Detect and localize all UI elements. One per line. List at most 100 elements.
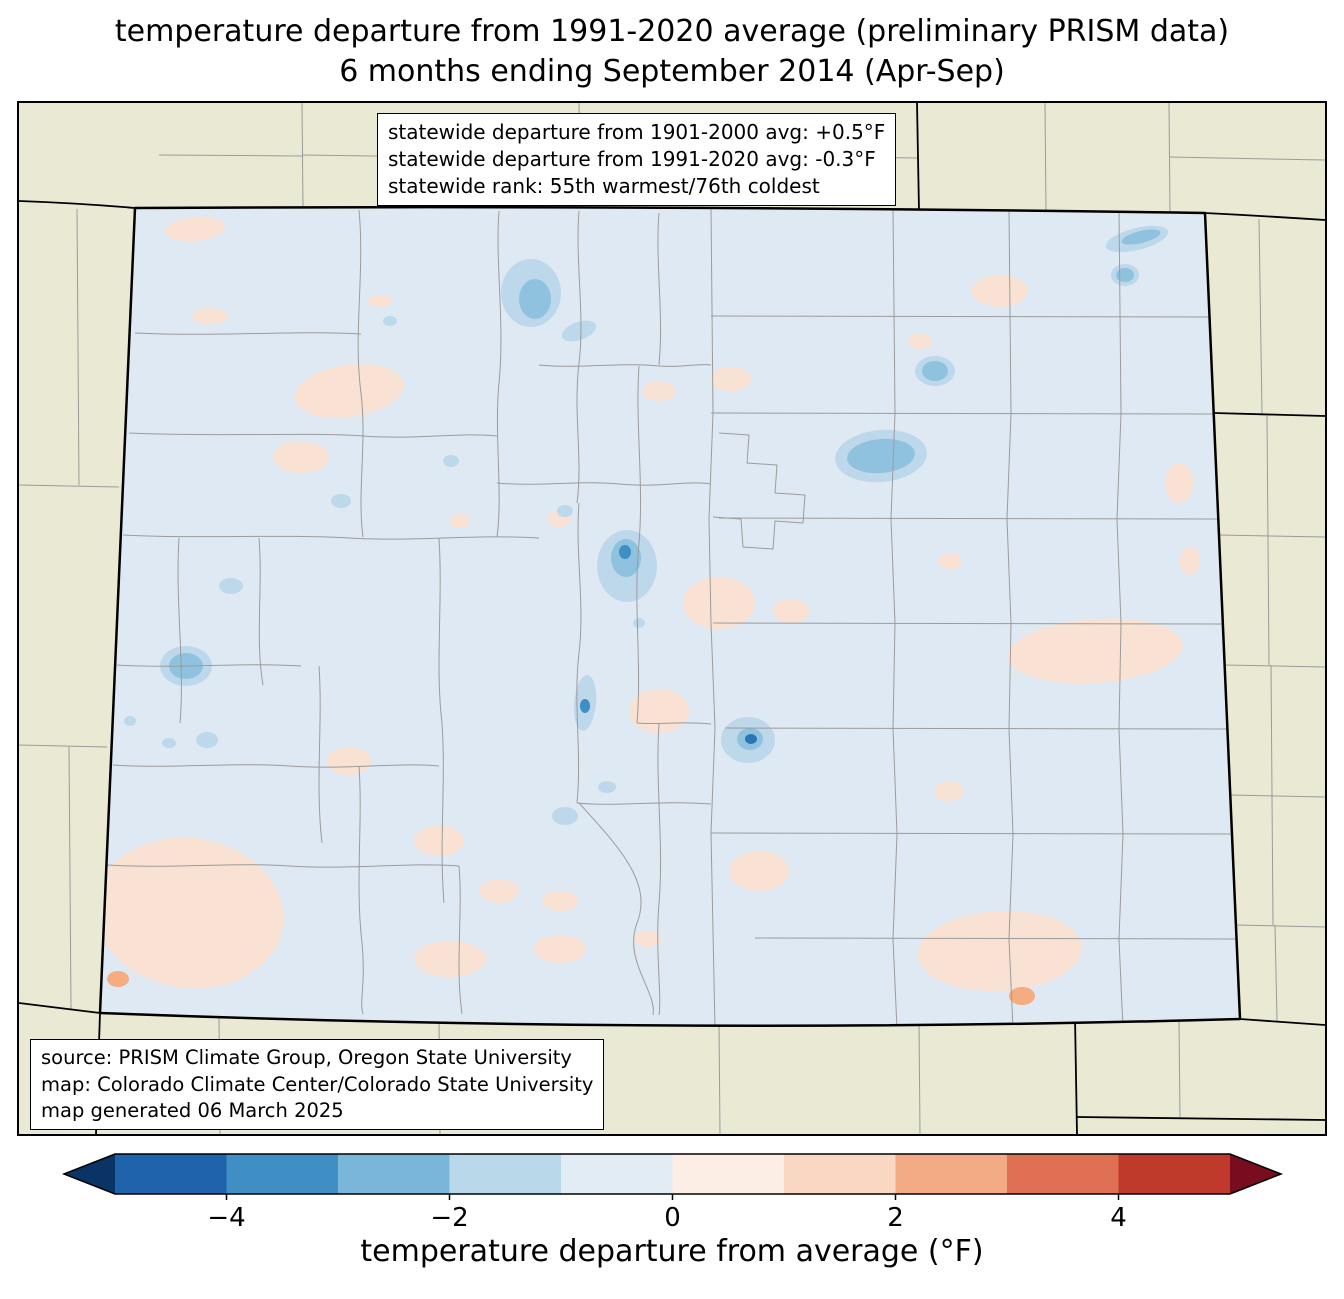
boundary-line (301, 103, 304, 210)
boundary-line (1178, 1021, 1181, 1118)
anomaly-patch (218, 911, 282, 952)
anomaly-patch (773, 599, 809, 624)
colorbar-right-arrow (1230, 1154, 1281, 1195)
boundary-line (1213, 412, 1325, 418)
boundary-line (1204, 212, 1325, 222)
colorbar-segment (338, 1154, 451, 1195)
anomaly-patch (196, 732, 218, 749)
anomaly-patch (847, 438, 915, 474)
colorado-border (98, 206, 1242, 1028)
anomaly-patch (745, 734, 757, 745)
colorbar-svg: −4 −2 0 2 4 (61, 1153, 1284, 1232)
anomaly-patch (450, 514, 470, 529)
boundary-line (1258, 219, 1263, 414)
anomaly-patch (165, 216, 225, 242)
colorbar-segment (1118, 1154, 1230, 1195)
anomaly-patch (1121, 229, 1161, 245)
boundary-line (177, 538, 182, 724)
boundary-line (19, 200, 136, 210)
boundary-line (1270, 665, 1274, 926)
anomaly-patch (683, 577, 755, 630)
boundary-line (1044, 103, 1047, 213)
boundary-line (1076, 1116, 1325, 1122)
anomaly-patch (273, 441, 329, 474)
stats-line-1: statewide departure from 1901-2000 avg: … (388, 120, 886, 145)
anomaly-patch (294, 364, 404, 419)
colorbar-axis-label: temperature departure from average (°F) (360, 1234, 984, 1270)
anomaly-patch (552, 807, 578, 826)
colorbar-tick-label: 4 (1110, 1203, 1127, 1232)
anomaly-patch (1180, 547, 1200, 576)
boundary-line (1074, 1017, 1078, 1135)
boundary-line (636, 366, 642, 724)
neighbor-states (19, 103, 1325, 1135)
map-svg (19, 103, 1325, 1135)
boundary-line (19, 744, 108, 748)
boundary-line (890, 208, 898, 1026)
boundary-line (458, 866, 463, 1015)
boundary-line (918, 1021, 921, 1135)
boundary-line (1266, 416, 1270, 666)
anomaly-patch (598, 781, 616, 794)
anomaly-patch (542, 891, 578, 912)
boundary-line (258, 538, 264, 686)
boundary-line (754, 937, 1237, 940)
anomaly-patch (414, 826, 464, 857)
anomaly-patch (972, 275, 1028, 308)
anomaly-patch (643, 381, 675, 402)
anomaly-patch (561, 320, 597, 342)
anomaly-patches (100, 216, 1200, 1006)
boundary-line (916, 103, 920, 212)
boundary-line (158, 154, 303, 157)
colorbar-segment (226, 1154, 339, 1195)
boundary-line (718, 517, 1219, 520)
boundary-line (1168, 156, 1325, 161)
anomaly-patch (908, 333, 932, 350)
colorbar: −4 −2 0 2 4 (0, 1148, 1344, 1232)
anomaly-patch (1116, 268, 1134, 283)
map-frame: statewide departure from 1901-2000 avg: … (17, 101, 1327, 1137)
source-line-2: map: Colorado Climate Center/Colorado St… (41, 1072, 594, 1096)
colorbar-tick-label: 2 (887, 1203, 904, 1232)
anomaly-patch (557, 505, 573, 518)
anomaly-patch (1007, 618, 1183, 684)
boundary-line (1223, 664, 1325, 668)
colorbar-outline (61, 1153, 1284, 1195)
anomaly-patch (327, 747, 371, 776)
colorbar-tick-label: 0 (664, 1203, 681, 1232)
anomaly-patch (479, 879, 519, 904)
boundary-line (318, 666, 323, 844)
boundary-line (128, 432, 498, 438)
colorbar-segment (561, 1154, 674, 1195)
colorbar-segment (672, 1154, 785, 1195)
boundary-line (712, 622, 1223, 625)
stats-line-2: statewide departure from 1991-2020 avg: … (388, 147, 876, 172)
boundary-line (710, 315, 1211, 318)
anomaly-patch (219, 578, 243, 595)
boundary-line (19, 1002, 101, 1015)
colorbar-segment (449, 1154, 562, 1195)
title-line-2: 6 months ending September 2014 (Apr-Sep) (339, 53, 1005, 89)
anomaly-patch (368, 295, 392, 308)
page-title: temperature departure from 1991-2020 ave… (0, 0, 1344, 91)
boundary-line (106, 864, 460, 868)
stats-line-3: statewide rank: 55th warmest/76th coldes… (388, 174, 820, 199)
source-line-1: source: PRISM Climate Group, Oregon Stat… (41, 1046, 572, 1070)
colorbar-segment (895, 1154, 1008, 1195)
anomaly-patch (124, 716, 136, 727)
anomaly-patch (633, 618, 645, 629)
boundary-line (724, 727, 1228, 730)
source-line-3: map generated 06 March 2025 (41, 1098, 344, 1122)
boundary-line (1218, 534, 1325, 538)
boundary-line (576, 211, 582, 504)
anomaly-patch (711, 367, 751, 392)
boundary-line (636, 722, 712, 725)
colorbar-segment (115, 1154, 228, 1195)
anomaly-patch (192, 308, 228, 325)
colorbar-ticks: −4 −2 0 2 4 (207, 1194, 1127, 1232)
anomaly-patch (414, 941, 486, 978)
anomaly-patch (162, 738, 176, 749)
stats-box: statewide departure from 1901-2000 avg: … (377, 113, 897, 207)
anomaly-patch (383, 316, 397, 327)
colorado-shape (100, 207, 1240, 1026)
